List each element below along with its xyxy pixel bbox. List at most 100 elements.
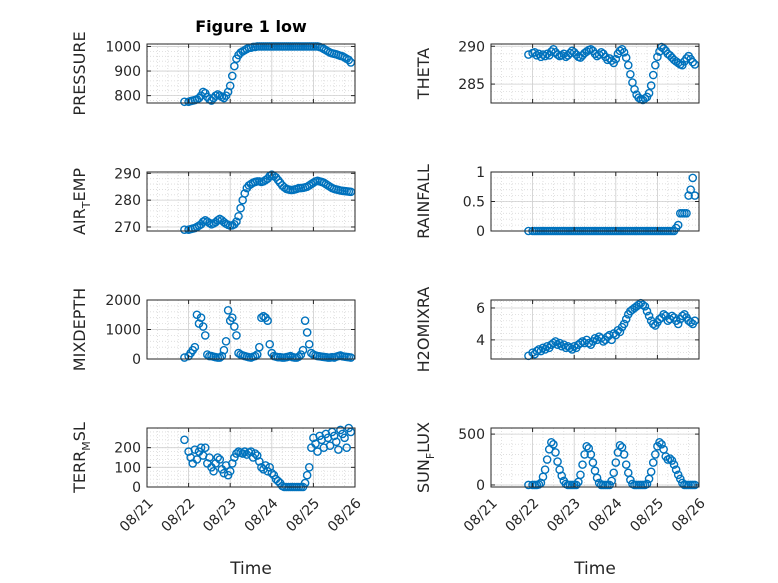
plot-area xyxy=(491,428,699,487)
data-point xyxy=(230,322,239,331)
data-point xyxy=(653,52,662,62)
series-terr_msl xyxy=(180,423,356,492)
data-point xyxy=(294,352,304,361)
data-point xyxy=(225,466,235,476)
data-point xyxy=(626,475,635,485)
data-point xyxy=(215,455,225,464)
data-point xyxy=(553,457,562,466)
data-point xyxy=(621,460,631,469)
data-point xyxy=(644,88,654,98)
data-point xyxy=(534,480,544,489)
data-point xyxy=(196,313,206,323)
data-point xyxy=(300,316,310,325)
data-point xyxy=(690,316,700,326)
data-point xyxy=(346,58,356,67)
data-point xyxy=(682,208,691,218)
y-tick-label: 100 xyxy=(114,460,141,476)
data-point xyxy=(690,191,700,200)
data-point xyxy=(626,69,635,79)
data-point xyxy=(198,217,208,226)
data-point xyxy=(334,445,343,454)
data-point xyxy=(205,453,214,462)
data-point xyxy=(250,351,260,361)
data-point xyxy=(240,189,250,198)
data-point xyxy=(686,318,695,327)
data-point xyxy=(304,463,314,472)
data-point xyxy=(615,327,625,337)
data-point xyxy=(252,350,262,359)
data-point xyxy=(225,81,235,91)
y-tick-label: 2000 xyxy=(105,293,141,309)
data-point xyxy=(313,447,322,456)
data-point xyxy=(607,476,616,486)
data-point xyxy=(232,331,241,340)
y-tick-label: 0 xyxy=(132,480,141,496)
data-point xyxy=(590,333,600,343)
data-point xyxy=(257,463,266,472)
y-tick-label: 0 xyxy=(476,478,485,494)
y-tick-label: 270 xyxy=(114,220,141,236)
data-point xyxy=(340,433,349,443)
axes-box xyxy=(490,299,700,360)
data-point xyxy=(586,450,596,459)
data-point xyxy=(265,339,275,349)
data-point xyxy=(592,473,602,483)
data-point xyxy=(671,465,681,475)
data-point xyxy=(524,480,533,490)
data-point xyxy=(619,319,629,329)
y-axis-label: MIXDEPTH xyxy=(70,288,89,371)
data-point xyxy=(651,60,660,70)
y-axis-label: RAINFALL xyxy=(414,164,433,239)
y-axis-label: PRESSURE xyxy=(70,31,89,115)
data-point xyxy=(198,322,208,331)
y-tick-label: 1000 xyxy=(105,39,141,55)
data-point xyxy=(665,454,675,463)
data-point xyxy=(667,311,677,321)
data-point xyxy=(605,330,614,340)
data-point xyxy=(194,93,204,103)
data-point xyxy=(200,331,210,340)
data-point xyxy=(221,336,231,346)
data-point xyxy=(190,342,200,352)
data-point xyxy=(346,353,356,362)
data-point xyxy=(682,54,691,63)
data-point xyxy=(540,465,550,475)
data-point xyxy=(619,450,629,459)
data-point xyxy=(634,93,643,103)
data-point xyxy=(599,337,608,346)
y-tick-label: 4 xyxy=(476,333,485,349)
axes-box xyxy=(490,43,700,104)
data-point xyxy=(675,474,685,484)
data-point xyxy=(267,468,277,478)
data-point xyxy=(615,440,625,450)
data-point xyxy=(200,443,210,452)
y-tick-label: 0.5 xyxy=(463,195,485,211)
data-point xyxy=(584,338,594,348)
x-axis-label-left: Time xyxy=(229,559,272,579)
figure-title: Figure 1 low xyxy=(195,17,307,36)
data-point xyxy=(232,217,241,226)
data-point xyxy=(648,70,658,80)
series-air_temp xyxy=(180,170,356,234)
data-point xyxy=(180,435,189,445)
y-axis-label: TERRMSL xyxy=(70,422,93,494)
data-point xyxy=(619,48,629,57)
y-tick-label: 800 xyxy=(114,89,141,105)
data-point xyxy=(542,455,552,464)
data-point xyxy=(640,302,650,311)
data-point xyxy=(304,339,314,349)
data-point xyxy=(667,456,677,465)
data-point xyxy=(219,345,229,355)
data-point xyxy=(549,338,558,348)
axes-box xyxy=(146,171,356,232)
data-point xyxy=(311,439,320,449)
data-point xyxy=(180,97,189,107)
data-point xyxy=(565,343,575,353)
data-point xyxy=(549,439,558,449)
data-point xyxy=(678,311,687,321)
data-point xyxy=(648,458,658,467)
data-point xyxy=(238,449,247,458)
series-h2omixra xyxy=(524,298,700,361)
data-point xyxy=(673,319,683,329)
